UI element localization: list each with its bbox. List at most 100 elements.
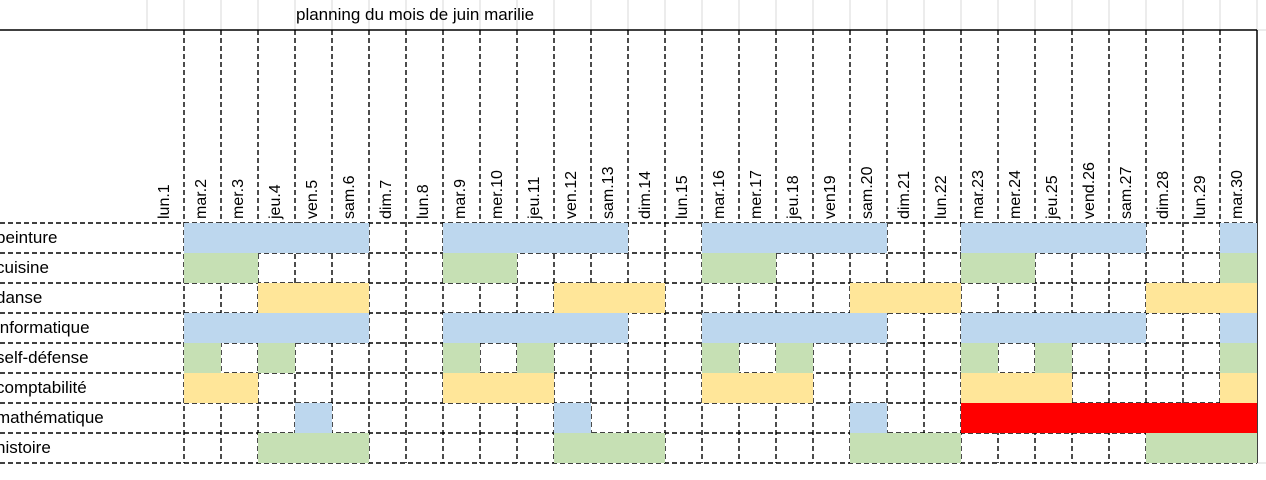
schedule-cell[interactable] (591, 223, 628, 253)
schedule-cell[interactable] (1183, 403, 1220, 433)
schedule-cell[interactable] (295, 403, 332, 433)
schedule-cell[interactable] (406, 373, 443, 403)
schedule-cell[interactable] (554, 283, 591, 313)
day-header[interactable]: sam.6 (341, 175, 358, 219)
schedule-cell[interactable] (702, 223, 739, 253)
schedule-cell[interactable] (295, 253, 332, 283)
schedule-cell[interactable] (1109, 223, 1146, 253)
schedule-cell[interactable] (1183, 223, 1220, 253)
schedule-cell[interactable] (591, 313, 628, 343)
schedule-cell[interactable] (221, 373, 258, 403)
schedule-cell[interactable] (221, 313, 258, 343)
schedule-cell[interactable] (332, 223, 369, 253)
day-header[interactable]: lun.1 (156, 184, 173, 219)
day-header[interactable]: jeu.11 (526, 176, 543, 219)
schedule-cell[interactable] (1146, 313, 1183, 343)
schedule-cell[interactable] (665, 283, 702, 313)
schedule-cell[interactable] (591, 283, 628, 313)
schedule-cell[interactable] (1072, 283, 1109, 313)
schedule-cell[interactable] (628, 313, 665, 343)
day-header[interactable]: mer.17 (748, 170, 765, 219)
day-header[interactable]: mar.16 (711, 170, 728, 219)
schedule-cell[interactable] (332, 373, 369, 403)
schedule-cell[interactable] (776, 403, 813, 433)
schedule-cell[interactable] (295, 313, 332, 343)
schedule-cell[interactable] (702, 433, 739, 463)
schedule-cell[interactable] (184, 253, 221, 283)
schedule-cell[interactable] (924, 433, 961, 463)
schedule-cell[interactable] (295, 283, 332, 313)
schedule-cell[interactable] (776, 253, 813, 283)
schedule-cell[interactable] (147, 253, 184, 283)
day-header[interactable]: jeu.25 (1044, 175, 1061, 219)
schedule-cell[interactable] (147, 283, 184, 313)
schedule-cell[interactable] (1220, 223, 1257, 253)
day-header[interactable]: jeu.18 (785, 175, 802, 219)
schedule-cell[interactable] (1220, 283, 1257, 313)
schedule-cell[interactable] (184, 223, 221, 253)
schedule-cell[interactable] (665, 223, 702, 253)
schedule-cell[interactable] (961, 313, 998, 343)
schedule-cell[interactable] (628, 433, 665, 463)
schedule-cell[interactable] (554, 403, 591, 433)
row-label[interactable]: cuisine (0, 258, 49, 277)
schedule-cell[interactable] (406, 283, 443, 313)
day-header[interactable]: mar.23 (970, 170, 987, 219)
day-header[interactable]: dim.14 (637, 170, 654, 219)
schedule-cell[interactable] (776, 313, 813, 343)
schedule-cell[interactable] (1109, 313, 1146, 343)
schedule-cell[interactable] (887, 343, 924, 373)
schedule-cell[interactable] (850, 313, 887, 343)
schedule-cell[interactable] (961, 223, 998, 253)
schedule-cell[interactable] (332, 313, 369, 343)
schedule-cell[interactable] (221, 343, 258, 373)
schedule-cell[interactable] (480, 283, 517, 313)
day-header[interactable]: ven.5 (304, 179, 321, 219)
schedule-cell[interactable] (924, 313, 961, 343)
day-header[interactable]: lun.15 (674, 175, 691, 219)
schedule-cell[interactable] (443, 343, 480, 373)
schedule-cell[interactable] (850, 433, 887, 463)
schedule-cell[interactable] (443, 253, 480, 283)
schedule-cell[interactable] (850, 403, 887, 433)
schedule-cell[interactable] (924, 253, 961, 283)
day-header[interactable]: vend.26 (1081, 162, 1098, 219)
schedule-cell[interactable] (813, 283, 850, 313)
schedule-cell[interactable] (369, 433, 406, 463)
schedule-cell[interactable] (1035, 433, 1072, 463)
schedule-cell[interactable] (998, 373, 1035, 403)
schedule-cell[interactable] (369, 343, 406, 373)
schedule-cell[interactable] (1220, 373, 1257, 403)
schedule-cell[interactable] (443, 373, 480, 403)
schedule-cell[interactable] (1220, 433, 1257, 463)
schedule-cell[interactable] (1146, 403, 1183, 433)
schedule-cell[interactable] (517, 343, 554, 373)
schedule-cell[interactable] (1220, 403, 1257, 433)
day-header[interactable]: lun.22 (933, 175, 950, 219)
schedule-cell[interactable] (1183, 343, 1220, 373)
schedule-cell[interactable] (406, 433, 443, 463)
schedule-cell[interactable] (776, 373, 813, 403)
schedule-cell[interactable] (221, 283, 258, 313)
schedule-cell[interactable] (480, 313, 517, 343)
schedule-cell[interactable] (961, 343, 998, 373)
schedule-cell[interactable] (480, 403, 517, 433)
schedule-cell[interactable] (517, 403, 554, 433)
schedule-cell[interactable] (887, 373, 924, 403)
schedule-cell[interactable] (332, 253, 369, 283)
schedule-cell[interactable] (221, 403, 258, 433)
schedule-cell[interactable] (406, 403, 443, 433)
schedule-cell[interactable] (776, 433, 813, 463)
schedule-cell[interactable] (924, 283, 961, 313)
schedule-cell[interactable] (591, 433, 628, 463)
day-header[interactable]: mer.10 (489, 170, 506, 219)
schedule-cell[interactable] (665, 373, 702, 403)
schedule-cell[interactable] (369, 283, 406, 313)
schedule-cell[interactable] (702, 253, 739, 283)
schedule-cell[interactable] (443, 313, 480, 343)
schedule-cell[interactable] (776, 283, 813, 313)
schedule-cell[interactable] (480, 433, 517, 463)
day-header[interactable]: mar.2 (193, 178, 210, 219)
day-header[interactable]: sam.13 (600, 166, 617, 219)
schedule-cell[interactable] (1072, 343, 1109, 373)
